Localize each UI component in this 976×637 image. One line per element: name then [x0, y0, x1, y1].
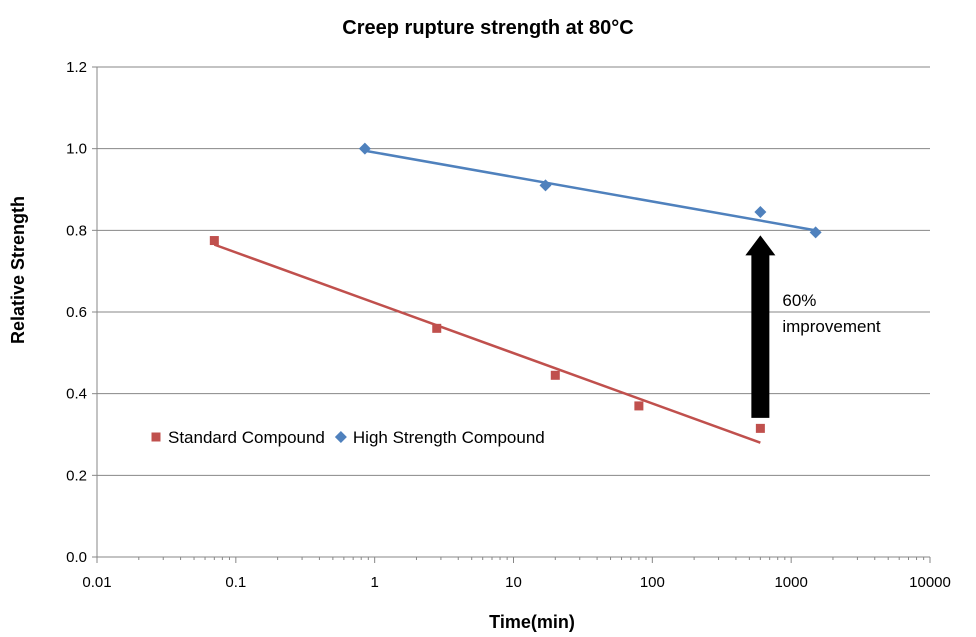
legend: Standard Compound High Strength Compound: [151, 428, 545, 447]
y-tick-label: 0.0: [66, 549, 87, 566]
annotation-text: improvement: [782, 317, 881, 336]
y-axis-title: Relative Strength: [8, 196, 28, 344]
trendline-standard-compound: [213, 243, 761, 444]
axes: [92, 66, 931, 563]
x-axis-title: Time(min): [489, 612, 575, 632]
data-point: [809, 226, 822, 239]
x-tick-label: 100: [640, 574, 665, 591]
y-tick-label: 0.4: [66, 386, 87, 403]
legend-marker: [151, 432, 161, 442]
data-point: [634, 401, 644, 411]
annotation-text: 60%: [782, 291, 816, 310]
data-point: [432, 323, 442, 333]
x-tick-label: 0.01: [82, 574, 111, 591]
legend-label: Standard Compound: [168, 428, 325, 447]
improvement-annotation: 60% improvement: [745, 235, 881, 418]
data-point: [209, 236, 219, 246]
chart-title: Creep rupture strength at 80°C: [342, 17, 633, 39]
gridlines: [97, 66, 930, 476]
improvement-arrow: [745, 235, 776, 418]
trendline-high-strength-compound: [364, 149, 816, 232]
x-tick-label: 1000: [774, 574, 807, 591]
y-tick-label: 0.2: [66, 467, 87, 484]
data-point: [754, 205, 767, 218]
x-tick-labels: 0.01 0.1 1 10 100 1000 10000: [82, 574, 950, 591]
y-tick-label: 1.2: [66, 59, 87, 76]
x-tick-label: 10000: [909, 574, 951, 591]
data-point: [550, 370, 560, 380]
data-point: [358, 142, 371, 155]
legend-marker: [334, 431, 347, 443]
trendlines: [213, 149, 816, 444]
y-tick-label: 1.0: [66, 141, 87, 158]
data-point: [539, 179, 552, 192]
y-tick-label: 0.6: [66, 304, 87, 321]
x-tick-label: 0.1: [225, 574, 246, 591]
x-tick-label: 10: [505, 574, 522, 591]
y-tick-labels: 0.0 0.2 0.4 0.6 0.8 1.0 1.2: [66, 59, 87, 566]
y-tick-label: 0.8: [66, 222, 87, 239]
data-points: [209, 142, 822, 433]
x-tick-label: 1: [370, 574, 378, 591]
data-point: [755, 423, 765, 433]
legend-label: High Strength Compound: [353, 428, 545, 447]
